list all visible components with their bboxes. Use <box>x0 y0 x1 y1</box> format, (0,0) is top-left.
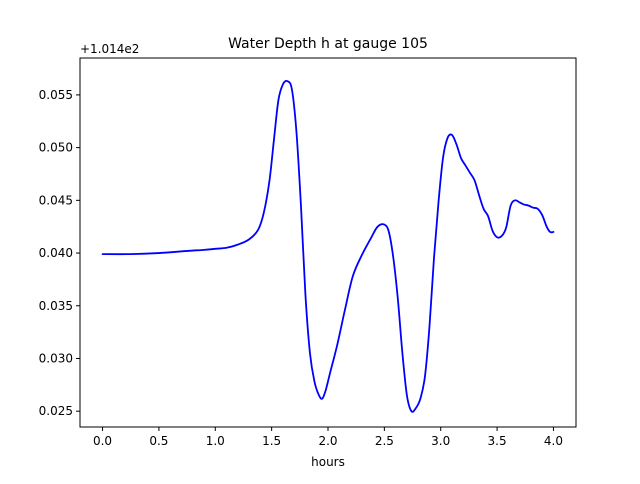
x-tick-label: 3.0 <box>431 434 450 448</box>
y-offset-label: +1.014e2 <box>80 42 139 56</box>
x-tick-label: 4.0 <box>544 434 563 448</box>
y-tick-label: 0.055 <box>39 88 73 102</box>
x-tick-label: 1.0 <box>206 434 225 448</box>
y-tick-label: 0.045 <box>39 193 73 207</box>
x-tick-label: 2.0 <box>318 434 337 448</box>
y-tick-label: 0.050 <box>39 141 73 155</box>
x-axis: 0.0 0.5 1.0 1.5 2.0 2.5 3.0 3.5 4.0 <box>93 427 563 448</box>
x-axis-label: hours <box>311 455 345 469</box>
y-axis: 0.025 0.030 0.035 0.040 0.045 0.050 0.055 <box>39 88 80 418</box>
x-tick-label: 1.5 <box>262 434 281 448</box>
x-tick-label: 3.5 <box>488 434 507 448</box>
y-tick-label: 0.025 <box>39 404 73 418</box>
chart-title: Water Depth h at gauge 105 <box>228 36 428 52</box>
x-tick-label: 0.5 <box>149 434 168 448</box>
series-line <box>101 79 555 413</box>
y-tick-label: 0.030 <box>39 351 73 365</box>
plot-area <box>101 79 555 413</box>
x-tick-label: 2.5 <box>375 434 394 448</box>
y-tick-label: 0.040 <box>39 246 73 260</box>
x-tick-label: 0.0 <box>93 434 112 448</box>
y-tick-label: 0.035 <box>39 299 73 313</box>
